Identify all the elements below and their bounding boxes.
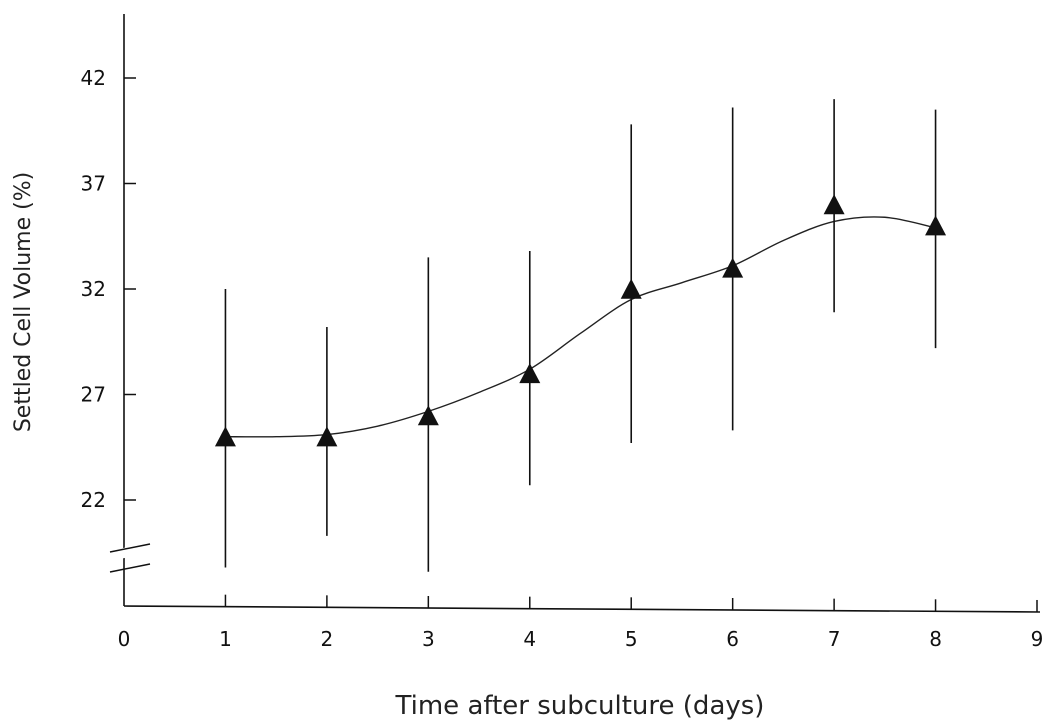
axes <box>108 14 1041 613</box>
x-tick-label: 5 <box>625 627 638 651</box>
data-point-triangle <box>823 194 845 215</box>
x-axis-line <box>123 605 1041 613</box>
y-tick-label: 32 <box>81 277 106 301</box>
data-point-triangle <box>925 215 947 236</box>
data-point-triangle <box>722 257 744 278</box>
x-ticks: 0 1 2 3 4 5 6 7 8 9 <box>118 594 1043 651</box>
data-point-triangle <box>620 278 642 299</box>
y-tick-label: 27 <box>81 383 106 407</box>
y-tick-label: 37 <box>81 172 106 196</box>
y-ticks: 22 27 32 37 42 <box>81 66 136 512</box>
x-tick-label: 1 <box>219 627 232 651</box>
x-axis-label: Time after subculture (days) <box>395 691 765 721</box>
y-axis-break-mark <box>108 541 158 573</box>
x-tick-label: 6 <box>726 627 739 651</box>
y-tick-label: 42 <box>81 66 106 90</box>
x-tick-label: 3 <box>422 627 435 651</box>
x-tick-label: 2 <box>321 627 334 651</box>
x-tick-label: 7 <box>828 627 841 651</box>
data-point-triangle <box>316 426 338 447</box>
y-tick-label: 22 <box>81 488 106 512</box>
error-bars <box>224 99 937 572</box>
fitted-curve <box>225 216 936 438</box>
data-point-triangle <box>214 426 236 447</box>
x-tick-label: 9 <box>1031 627 1043 651</box>
data-point-triangle <box>519 363 541 384</box>
data-markers <box>214 194 947 447</box>
x-tick-label: 4 <box>523 627 536 651</box>
data-point-triangle <box>417 405 439 426</box>
x-tick-label: 0 <box>118 627 131 651</box>
y-axis-label: Settled Cell Volume (%) <box>11 172 36 432</box>
x-tick-label: 8 <box>929 627 942 651</box>
